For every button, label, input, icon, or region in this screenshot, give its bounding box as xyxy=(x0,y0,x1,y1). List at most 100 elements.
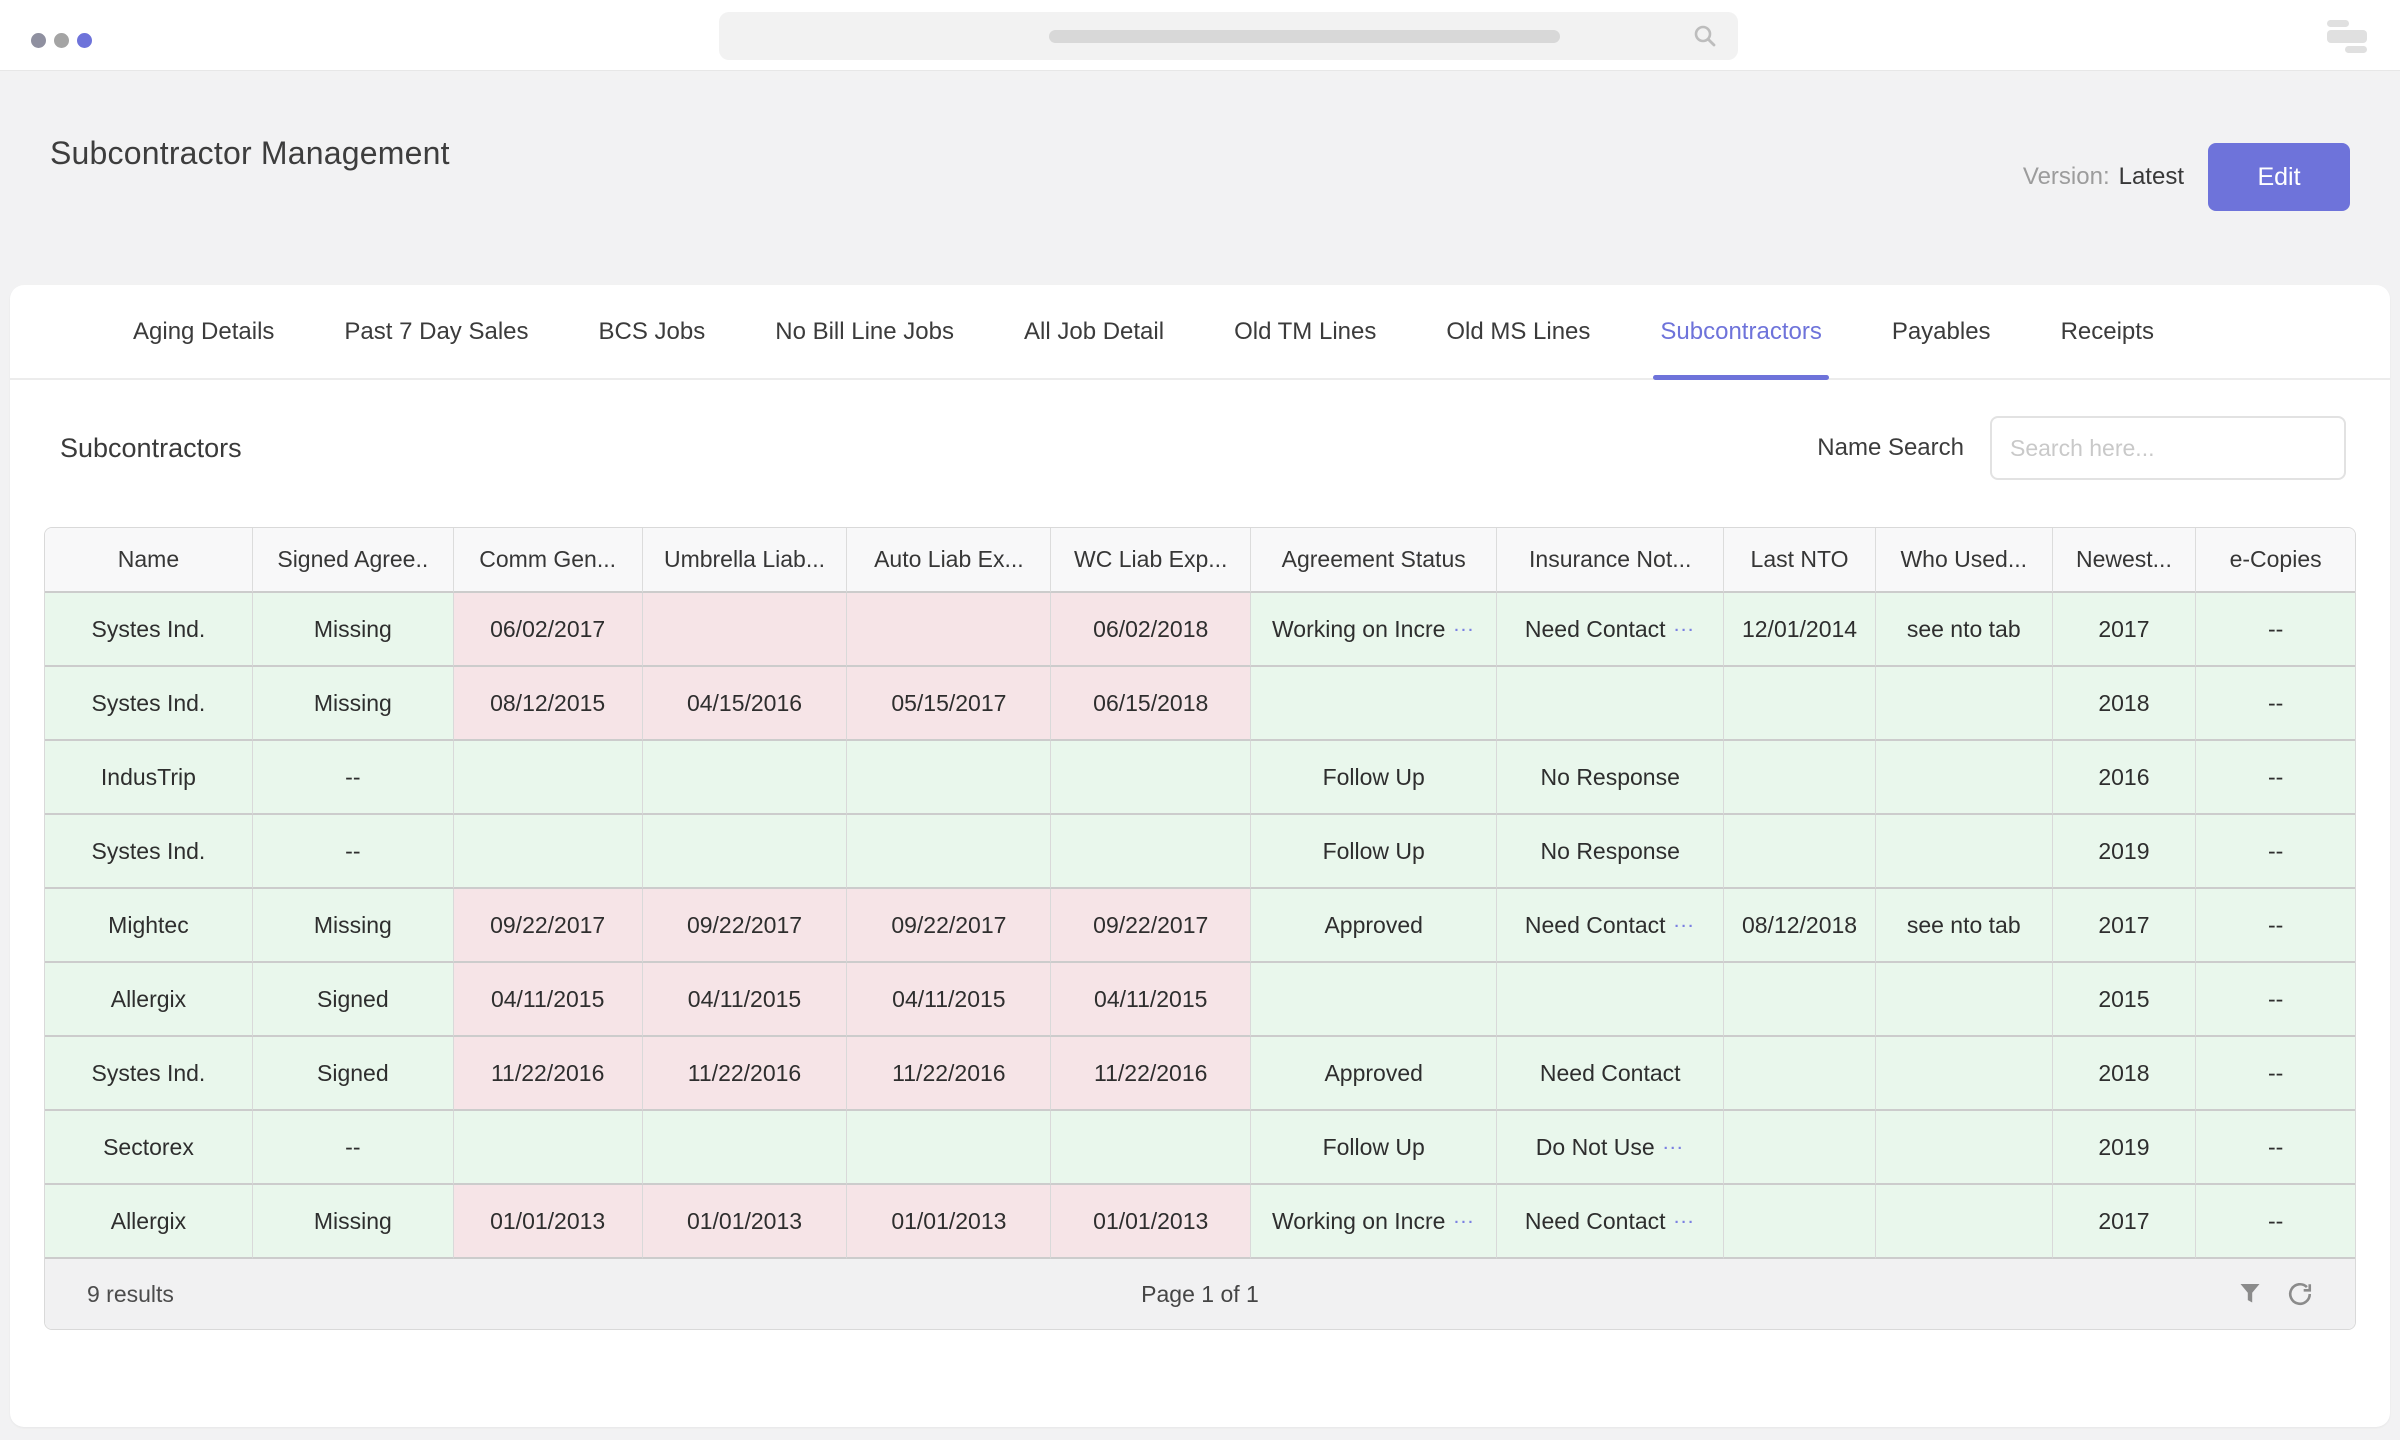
window-control-dot-2[interactable] xyxy=(54,33,69,48)
table-cell xyxy=(847,1111,1052,1185)
version-value: Latest xyxy=(2118,163,2184,190)
table-cell: 04/11/2015 xyxy=(642,963,848,1037)
cell-text: 09/22/2017 xyxy=(891,911,1007,938)
window-control-dot-1[interactable] xyxy=(31,33,46,48)
table-cell: Follow Up xyxy=(1251,741,1498,815)
filter-icon[interactable] xyxy=(2239,1282,2261,1306)
table-cell: 2018 xyxy=(2052,1037,2197,1111)
column-header: Newest... xyxy=(2052,528,2197,593)
table-cell: 09/22/2017 xyxy=(453,889,643,963)
table-cell: Working on Incre ··· xyxy=(1251,1185,1498,1259)
tab-payables[interactable]: Payables xyxy=(1891,317,1991,345)
cell-text: Signed xyxy=(317,985,389,1012)
overflow-ellipsis-icon[interactable]: ··· xyxy=(1454,1213,1476,1231)
tab-subcontractors[interactable]: Subcontractors xyxy=(1625,285,1856,380)
overflow-ellipsis-icon[interactable]: ··· xyxy=(1674,917,1696,935)
cell-text: No Response xyxy=(1540,837,1680,864)
tab-all-job-detail[interactable]: All Job Detail xyxy=(1024,317,1165,345)
table-cell: Need Contact ··· xyxy=(1497,889,1725,963)
table-cell: 01/01/2013 xyxy=(1051,1185,1252,1259)
column-header: Last NTO xyxy=(1724,528,1876,593)
cell-text: 2018 xyxy=(2098,689,2150,716)
cell-text: 06/15/2018 xyxy=(1093,689,1209,716)
table-cell: Working on Incre ··· xyxy=(1251,593,1498,667)
table-cell: 06/02/2018 xyxy=(1051,593,1252,667)
table-cell: -- xyxy=(2196,889,2355,963)
table-cell: Mightec xyxy=(45,889,253,963)
table-cell: 2019 xyxy=(2052,815,2197,889)
table-cell: 04/11/2015 xyxy=(1051,963,1252,1037)
table-cell: 2017 xyxy=(2052,593,2197,667)
table-cell: 05/15/2017 xyxy=(847,667,1052,741)
cell-text: see nto tab xyxy=(1906,615,2021,642)
table-cell: No Response xyxy=(1497,815,1725,889)
table-cell: 04/15/2016 xyxy=(642,667,848,741)
table-cell: Allergix xyxy=(45,1185,253,1259)
refresh-icon[interactable] xyxy=(2287,1281,2313,1307)
cell-text: 01/01/2013 xyxy=(686,1207,803,1234)
edit-button[interactable]: Edit xyxy=(2208,143,2350,211)
cell-text: 09/22/2017 xyxy=(490,911,606,938)
column-header: Umbrella Liab... xyxy=(642,528,848,593)
cell-text: 01/01/2013 xyxy=(891,1207,1007,1234)
table-cell: Need Contact ··· xyxy=(1497,593,1725,667)
cell-text: 2015 xyxy=(2098,985,2150,1012)
table-cell xyxy=(1875,667,2053,741)
column-header: WC Liab Exp... xyxy=(1051,528,1252,593)
cell-text: Allergix xyxy=(110,985,187,1012)
table-cell: 09/22/2017 xyxy=(847,889,1052,963)
tab-past-7-day-sales[interactable]: Past 7 Day Sales xyxy=(344,317,529,345)
cell-text: Sectorex xyxy=(103,1133,194,1160)
tab-old-ms-lines[interactable]: Old MS Lines xyxy=(1446,317,1591,345)
tab-old-tm-lines[interactable]: Old TM Lines xyxy=(1234,317,1377,345)
overflow-ellipsis-icon[interactable]: ··· xyxy=(1663,1139,1685,1157)
tab-no-bill-line-jobs[interactable]: No Bill Line Jobs xyxy=(775,317,954,345)
content-card: Aging Details Past 7 Day Sales BCS Jobs No … xyxy=(10,285,2390,1427)
column-header: Comm Gen... xyxy=(453,528,643,593)
tab-aging-details[interactable]: Aging Details xyxy=(133,317,275,345)
cell-text: Systes Ind. xyxy=(91,689,206,716)
table-cell: Need Contact ··· xyxy=(1497,1185,1725,1259)
window-control-dot-3[interactable] xyxy=(77,33,92,48)
cell-text: -- xyxy=(345,763,361,790)
table-cell xyxy=(1497,963,1725,1037)
table-cell: 08/12/2015 xyxy=(453,667,643,741)
cell-text: Approved xyxy=(1324,911,1423,938)
cell-text: 04/11/2015 xyxy=(490,985,605,1012)
cell-text: 04/11/2015 xyxy=(687,985,802,1012)
table-cell: 2019 xyxy=(2052,1111,2197,1185)
overflow-ellipsis-icon[interactable]: ··· xyxy=(1454,621,1476,639)
data-table: Name Signed Agree.. Comm Gen... Umbrella Li… xyxy=(45,528,2355,1259)
browser-address-bar[interactable] xyxy=(719,12,1738,60)
cell-text: Working on Incre xyxy=(1271,1207,1446,1234)
table-cell xyxy=(1724,815,1876,889)
cell-text: 11/22/2016 xyxy=(892,1059,1006,1086)
table-row: Systes Ind. -- Follow Up No Response 2019 -- xyxy=(45,815,2355,889)
name-search-input[interactable] xyxy=(1990,416,2346,480)
cell-text: -- xyxy=(2267,689,2284,716)
table-cell xyxy=(642,1111,848,1185)
tab-bcs-jobs[interactable]: BCS Jobs xyxy=(598,317,706,345)
table-cell: -- xyxy=(252,741,454,815)
cell-text: 09/22/2017 xyxy=(1093,911,1209,938)
cell-text: 04/15/2016 xyxy=(686,689,803,716)
table-cell xyxy=(847,815,1052,889)
table-cell xyxy=(453,1111,643,1185)
table-cell: 04/11/2015 xyxy=(847,963,1052,1037)
table-cell: 2018 xyxy=(2052,667,2197,741)
overflow-ellipsis-icon[interactable]: ··· xyxy=(1674,1213,1696,1231)
cell-text: Approved xyxy=(1324,1059,1423,1086)
tab-receipts[interactable]: Receipts xyxy=(2060,317,2154,345)
overflow-ellipsis-icon[interactable]: ··· xyxy=(1674,621,1696,639)
table-cell: Missing xyxy=(252,889,454,963)
cell-text: 2017 xyxy=(2098,911,2150,938)
table-cell: Do Not Use ··· xyxy=(1497,1111,1725,1185)
page-indicator: Page 1 of 1 xyxy=(1141,1280,1259,1307)
table-cell: see nto tab xyxy=(1875,889,2053,963)
cell-text: Allergix xyxy=(110,1207,187,1234)
column-header: Auto Liab Ex... xyxy=(847,528,1052,593)
column-header: Insurance Not... xyxy=(1497,528,1725,593)
cell-text: 2019 xyxy=(2098,1133,2150,1160)
cell-text: -- xyxy=(2267,1059,2284,1086)
cell-text: 05/15/2017 xyxy=(891,689,1007,716)
